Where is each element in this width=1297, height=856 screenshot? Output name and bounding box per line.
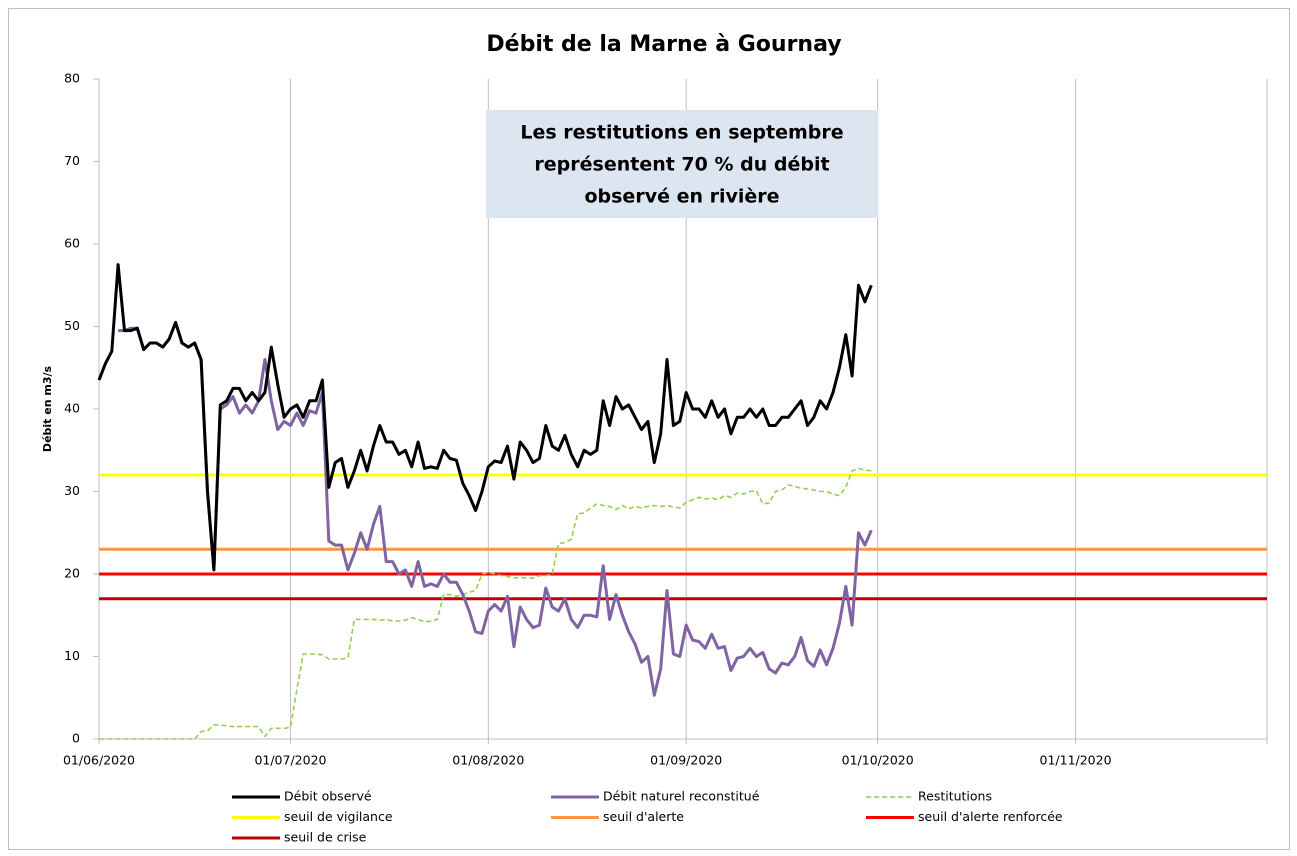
y-tick-label: 20 bbox=[64, 566, 80, 581]
y-tick-label: 0 bbox=[72, 731, 80, 746]
legend-label: seuil de vigilance bbox=[284, 809, 393, 824]
series-line bbox=[118, 320, 873, 697]
x-tick-label: 01/11/2020 bbox=[1040, 753, 1112, 768]
legend-label: Débit naturel reconstitué bbox=[603, 789, 760, 804]
series-line bbox=[97, 263, 873, 572]
y-tick-label: 40 bbox=[64, 401, 80, 416]
y-tick-label: 60 bbox=[64, 236, 80, 251]
x-tick-label: 01/10/2020 bbox=[842, 753, 914, 768]
annotation-text: représentent 70 % du débit bbox=[534, 154, 829, 176]
legend-label: Débit observé bbox=[284, 789, 372, 804]
legend-label: seuil d'alerte bbox=[603, 809, 684, 824]
annotation-text: observé en rivière bbox=[584, 186, 779, 208]
series-line bbox=[99, 467, 872, 740]
y-axis-title: Débit en m3/s bbox=[41, 365, 54, 452]
y-tick-label: 80 bbox=[64, 71, 80, 86]
x-tick-label: 01/06/2020 bbox=[63, 753, 135, 768]
x-tick-label: 01/07/2020 bbox=[254, 753, 326, 768]
legend-label: seuil de crise bbox=[284, 830, 367, 845]
annotation-box bbox=[486, 110, 878, 218]
y-tick-label: 50 bbox=[64, 318, 80, 333]
y-tick-label: 10 bbox=[64, 648, 80, 663]
legend-label: seuil d'alerte renforcée bbox=[918, 809, 1063, 824]
x-tick-label: 01/09/2020 bbox=[650, 753, 722, 768]
annotation-text: Les restitutions en septembre bbox=[520, 122, 843, 144]
y-tick-label: 70 bbox=[64, 153, 80, 168]
x-tick-label: 01/08/2020 bbox=[452, 753, 524, 768]
legend-label: Restitutions bbox=[918, 789, 992, 804]
chart-title: Débit de la Marne à Gournay bbox=[486, 32, 841, 57]
y-tick-label: 30 bbox=[64, 483, 80, 498]
